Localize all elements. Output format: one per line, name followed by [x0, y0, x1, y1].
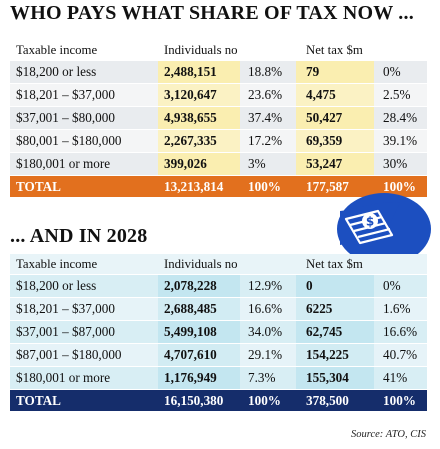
individuals-count: 4,707,610 [158, 344, 240, 366]
income-bracket: $18,201 – $37,000 [16, 87, 115, 102]
table-header-row: Taxable income Individuals no Net tax $m [10, 40, 427, 61]
table-header-row: Taxable income Individuals no Net tax $m [10, 254, 427, 275]
net-tax-share: 2.5% [383, 87, 411, 102]
individuals-share: 3% [248, 156, 266, 171]
total-net-tax-share: 100% [383, 393, 416, 408]
net-tax-amount: 0 [296, 275, 374, 297]
income-bracket: $18,200 or less [16, 64, 97, 79]
table-row: $37,001 – $80,000 4,938,655 37.4% 50,427… [10, 107, 427, 130]
income-bracket: $37,001 – $80,000 [16, 110, 115, 125]
individuals-count: 4,938,655 [158, 107, 240, 129]
net-tax-amount: 155,304 [296, 367, 374, 389]
net-tax-share: 1.6% [383, 301, 411, 316]
net-tax-share: 0% [383, 278, 401, 293]
column-header-individuals: Individuals no [164, 257, 238, 271]
table-row: $18,200 or less 2,488,151 18.8% 79 0% [10, 61, 427, 84]
net-tax-amount: 50,427 [296, 107, 374, 129]
income-bracket: $18,201 – $37,000 [16, 301, 115, 316]
money-bills-dollar-icon: $ [330, 189, 432, 265]
net-tax-amount: 69,359 [296, 130, 374, 152]
heading-now: WHO PAYS WHAT SHARE OF TAX NOW ... [10, 2, 414, 24]
net-tax-share: 28.4% [383, 110, 418, 125]
net-tax-share: 41% [383, 370, 408, 385]
column-header-net-tax: Net tax $m [306, 43, 363, 57]
net-tax-share: 16.6% [383, 324, 418, 339]
net-tax-amount: 6225 [296, 298, 374, 320]
individuals-share: 7.3% [248, 370, 276, 385]
total-row: TOTAL 13,213,814 100% 177,587 100% [10, 176, 427, 197]
column-header-net-tax: Net tax $m [306, 257, 363, 271]
table-row: $80,001 – $180,000 2,267,335 17.2% 69,35… [10, 130, 427, 153]
net-tax-share: 40.7% [383, 347, 418, 362]
source-credit: Source: ATO, CIS [351, 429, 426, 440]
table-row: $180,001 or more 1,176,949 7.3% 155,304 … [10, 367, 427, 390]
table-row: $18,201 – $37,000 2,688,485 16.6% 6225 1… [10, 298, 427, 321]
income-bracket: $180,001 or more [16, 156, 111, 171]
column-header-income: Taxable income [16, 257, 98, 271]
individuals-share: 18.8% [248, 64, 283, 79]
individuals-share: 34.0% [248, 324, 283, 339]
individuals-count: 3,120,647 [158, 84, 240, 106]
net-tax-share: 30% [383, 156, 408, 171]
net-tax-amount: 62,745 [296, 321, 374, 343]
total-net-tax-share: 100% [383, 179, 416, 194]
net-tax-share: 39.1% [383, 133, 418, 148]
income-bracket: $87,001 – $180,000 [16, 347, 122, 362]
total-individuals-share: 100% [248, 179, 281, 194]
income-bracket: $180,001 or more [16, 370, 111, 385]
individuals-count: 2,688,485 [158, 298, 240, 320]
individuals-count: 2,488,151 [158, 61, 240, 83]
total-net-tax: 177,587 [306, 179, 349, 194]
total-individuals: 16,150,380 [164, 393, 224, 408]
individuals-count: 1,176,949 [158, 367, 240, 389]
income-bracket: $37,001 – $87,000 [16, 324, 115, 339]
income-bracket: $18,200 or less [16, 278, 97, 293]
total-individuals-share: 100% [248, 393, 281, 408]
table-row: $180,001 or more 399,026 3% 53,247 30% [10, 153, 427, 176]
individuals-share: 17.2% [248, 133, 283, 148]
total-label: TOTAL [16, 393, 61, 408]
tax-table-now: Taxable income Individuals no Net tax $m… [10, 40, 427, 197]
individuals-count: 5,499,108 [158, 321, 240, 343]
table-row: $18,200 or less 2,078,228 12.9% 0 0% [10, 275, 427, 298]
table-row: $37,001 – $87,000 5,499,108 34.0% 62,745… [10, 321, 427, 344]
income-bracket: $80,001 – $180,000 [16, 133, 122, 148]
table-row: $18,201 – $37,000 3,120,647 23.6% 4,475 … [10, 84, 427, 107]
individuals-share: 29.1% [248, 347, 283, 362]
svg-text:$: $ [366, 215, 374, 229]
individuals-share: 12.9% [248, 278, 283, 293]
total-label: TOTAL [16, 179, 61, 194]
net-tax-amount: 79 [296, 61, 374, 83]
total-individuals: 13,213,814 [164, 179, 224, 194]
tax-table-2028: Taxable income Individuals no Net tax $m… [10, 254, 427, 411]
individuals-share: 16.6% [248, 301, 283, 316]
individuals-count: 399,026 [158, 153, 240, 175]
individuals-share: 23.6% [248, 87, 283, 102]
net-tax-amount: 4,475 [296, 84, 374, 106]
table-row: $87,001 – $180,000 4,707,610 29.1% 154,2… [10, 344, 427, 367]
net-tax-amount: 154,225 [296, 344, 374, 366]
column-header-income: Taxable income [16, 43, 98, 57]
column-header-individuals: Individuals no [164, 43, 238, 57]
net-tax-amount: 53,247 [296, 153, 374, 175]
individuals-share: 37.4% [248, 110, 283, 125]
total-net-tax: 378,500 [306, 393, 349, 408]
heading-2028: ... AND IN 2028 [10, 225, 148, 247]
individuals-count: 2,267,335 [158, 130, 240, 152]
total-row: TOTAL 16,150,380 100% 378,500 100% [10, 390, 427, 411]
individuals-count: 2,078,228 [158, 275, 240, 297]
net-tax-share: 0% [383, 64, 401, 79]
